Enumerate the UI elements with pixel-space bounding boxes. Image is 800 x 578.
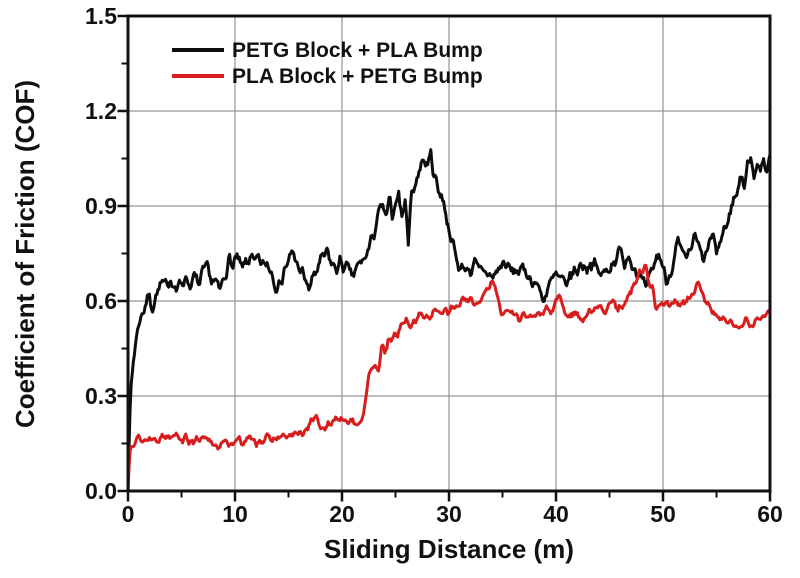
x-tick-label: 0: [122, 501, 135, 527]
legend: PETG Block + PLA Bump PLA Block + PETG B…: [172, 39, 483, 88]
y-axis-title: Coefficient of Friction (COF): [10, 80, 40, 428]
legend-label-petg-block-pla-bump: PETG Block + PLA Bump: [232, 39, 483, 62]
y-tick-label: 1.2: [85, 98, 117, 124]
y-tick-label: 1.5: [85, 3, 117, 29]
y-tick-label: 0.3: [85, 383, 117, 409]
x-tick-label: 50: [650, 501, 676, 527]
x-tick-label: 30: [436, 501, 462, 527]
legend-label-pla-block-petg-bump: PLA Block + PETG Bump: [232, 65, 483, 88]
series-lines: [126, 148, 772, 493]
y-tick-label: 0.6: [85, 288, 117, 314]
series-line-pla-block-petg-bump: [126, 263, 772, 493]
gridlines: [128, 16, 770, 491]
plot-frame: [126, 14, 772, 493]
x-tick-label: 20: [329, 501, 355, 527]
y-tick-label: 0.0: [85, 478, 117, 504]
x-axis-title: Sliding Distance (m): [324, 534, 574, 564]
x-tick-label: 60: [757, 501, 783, 527]
x-tick-label: 10: [222, 501, 248, 527]
x-tick-label: 40: [543, 501, 569, 527]
series-line-petg-block-pla-bump: [126, 148, 772, 493]
y-tick-label: 0.9: [85, 193, 117, 219]
tick-marks: [117, 14, 772, 502]
tick-labels: 0 10 20 30 40 50 60 0.0 0.3 0.6 0.9 1.2 1.5: [85, 3, 783, 527]
